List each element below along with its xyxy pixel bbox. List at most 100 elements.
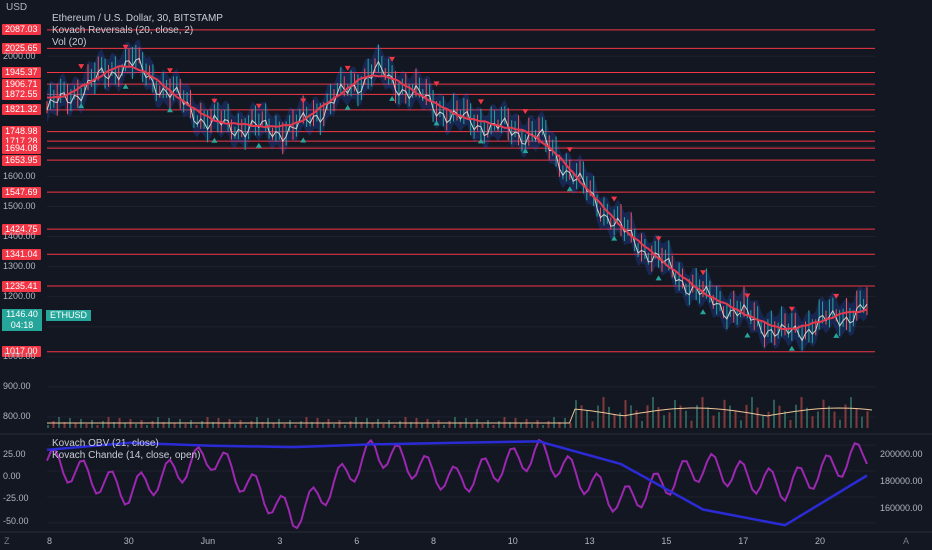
time-axis-label: 3	[277, 536, 283, 546]
volume-bar	[91, 420, 93, 428]
volume-bar	[190, 420, 192, 428]
indicator-kovach-chande[interactable]: Kovach Chande (14, close, open)	[52, 450, 201, 461]
volume-bar	[844, 404, 847, 428]
price-axis-label: 1300.00	[3, 261, 36, 272]
volume-bar	[866, 411, 869, 428]
buy-marker	[122, 83, 129, 89]
volume-bar	[201, 421, 203, 428]
volume-bar	[756, 407, 759, 428]
price-level-tag: 1717.28	[2, 135, 41, 147]
volume-bar	[773, 399, 775, 428]
volume-bar	[575, 400, 577, 428]
volume-bar	[784, 411, 786, 428]
volume-bar	[613, 414, 616, 428]
volume-bar	[652, 397, 654, 428]
price-level-tag: 1017.00	[2, 346, 41, 358]
volume-bar	[707, 407, 709, 428]
price-axis-label: 1600.00	[3, 170, 36, 181]
indicator-volume[interactable]: Vol (20)	[52, 37, 87, 48]
obv-axis-label: 160000.00	[880, 503, 923, 513]
price-level-tag: 1653.95	[2, 154, 41, 166]
price-level-tag: 1235.41	[2, 280, 41, 292]
obv-axis-label: 200000.00	[880, 449, 923, 459]
osc-axis-label: -25.00	[3, 493, 29, 503]
time-axis-label: 8	[431, 536, 437, 546]
volume-bar	[690, 420, 693, 428]
volume-bar	[591, 421, 594, 428]
sell-marker	[566, 147, 573, 153]
time-axis-label: 30	[123, 536, 134, 546]
volume-bar	[421, 423, 423, 428]
volume-bar	[344, 425, 346, 428]
buy-marker	[744, 332, 751, 338]
buy-marker	[700, 309, 706, 315]
obv-axis-label: 180000.00	[880, 476, 923, 486]
volume-bar	[388, 420, 390, 428]
volume-bar	[685, 410, 687, 428]
volume-bar	[47, 425, 49, 428]
volume-bar	[146, 425, 148, 428]
volume-bar	[630, 405, 632, 428]
buy-marker	[344, 104, 351, 110]
timezone-toggle[interactable]: Z	[4, 536, 10, 546]
volume-bar	[382, 424, 385, 428]
sell-marker	[744, 293, 751, 299]
price-level-tag: 1694.08	[2, 142, 41, 154]
sell-marker	[522, 109, 529, 115]
volume-bar	[102, 421, 104, 428]
time-axis-label: 15	[661, 536, 672, 546]
volume-bar	[828, 405, 830, 428]
buy-marker	[300, 137, 307, 143]
volume-bar	[393, 425, 396, 428]
volume-bar	[701, 397, 704, 428]
volume-bar	[806, 407, 808, 428]
volume-bar	[580, 405, 583, 428]
time-axis-label: 17	[738, 536, 749, 546]
volume-bar	[542, 425, 544, 428]
indicator-kovach-reversals[interactable]: Kovach Reversals (20, close, 2)	[52, 25, 194, 36]
price-axis-label: 1400.00	[3, 231, 36, 242]
volume-bar	[734, 411, 737, 428]
price-line	[46, 57, 868, 342]
price-level-tag: 1945.37	[2, 67, 41, 79]
volume-bar	[861, 416, 863, 428]
volume-bar	[399, 421, 401, 428]
price-level-tag: 1748.98	[2, 126, 41, 138]
buy-marker	[255, 142, 262, 148]
volume-bar	[839, 419, 841, 428]
price-axis-label: 800.00	[3, 411, 31, 422]
ticker-badge: ETHUSD	[46, 310, 92, 321]
volume-bar	[822, 399, 825, 428]
buy-marker	[655, 275, 662, 281]
volume-bar	[135, 424, 137, 428]
volume-bar	[432, 424, 434, 428]
indicator-kovach-obv[interactable]: Kovach OBV (21, close)	[52, 438, 159, 449]
volume-bar	[481, 424, 484, 428]
price-axis-label: 1200.00	[3, 291, 36, 302]
volume-bar	[333, 424, 335, 428]
volume-bar	[762, 415, 764, 428]
sell-marker	[167, 68, 173, 74]
volume-bar	[234, 424, 236, 428]
volume-bar	[124, 423, 126, 428]
volume-bar	[751, 397, 753, 428]
chart-title[interactable]: Ethereum / U.S. Dollar, 30, BITSTAMP	[52, 13, 223, 24]
volume-bar	[52, 421, 55, 428]
price-level-tag: 1821.32	[2, 104, 41, 116]
volume-bar	[767, 411, 770, 428]
volume-bar	[437, 420, 440, 428]
volume-bar	[811, 416, 814, 428]
current-price-box: 1146.40 04:18	[2, 309, 42, 331]
volume-bar	[173, 423, 176, 428]
auto-scale-toggle[interactable]: A	[903, 536, 910, 546]
sell-marker	[389, 56, 396, 62]
chande-line	[46, 438, 868, 530]
volume-bar	[371, 423, 374, 428]
volume-bar	[855, 408, 858, 428]
price-level-tag: 1424.75	[2, 223, 41, 235]
price-axis-label: 1000.00	[3, 351, 36, 362]
buy-marker	[833, 332, 840, 338]
sell-marker	[477, 99, 484, 105]
